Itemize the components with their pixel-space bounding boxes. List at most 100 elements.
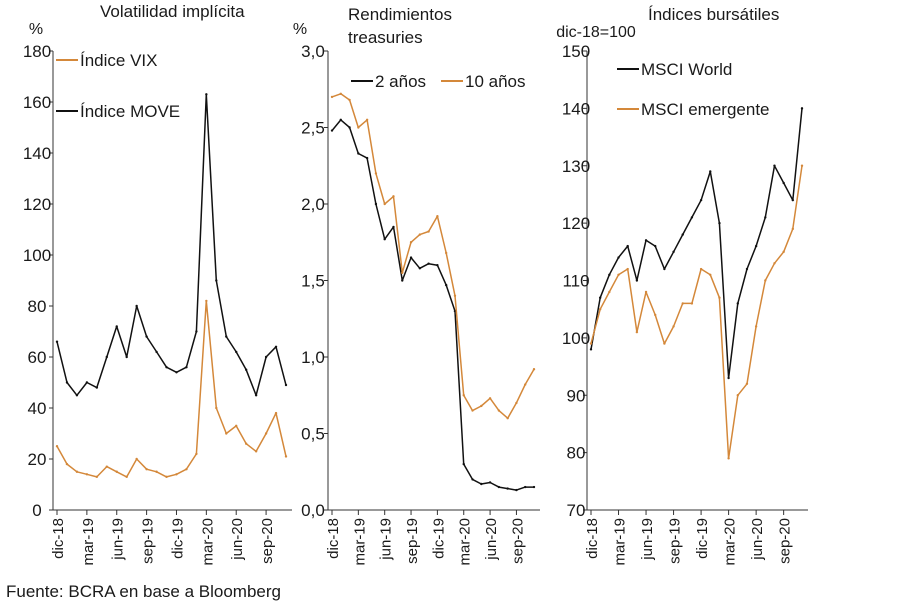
- data-point: [244, 442, 248, 445]
- data-point: [125, 475, 128, 479]
- data-point: [65, 381, 69, 384]
- series-line: [590, 165, 803, 460]
- data-point: [105, 465, 108, 468]
- data-point: [235, 424, 238, 428]
- data-point: [225, 432, 228, 435]
- legend-label: 2 años: [375, 72, 426, 91]
- data-point: [654, 313, 657, 317]
- y-tick-label: 150: [562, 42, 590, 61]
- data-point: [727, 376, 730, 380]
- x-tick-label: sep-20: [259, 518, 276, 564]
- data-point: [782, 250, 785, 254]
- legend-label: Índice MOVE: [80, 102, 180, 121]
- data-point: [524, 485, 527, 489]
- data-point: [617, 273, 620, 276]
- data-point: [690, 302, 694, 305]
- x-tick-label: sep-19: [667, 518, 684, 564]
- data-point: [791, 227, 795, 231]
- data-point: [427, 262, 430, 265]
- y-tick-label: 140: [562, 99, 590, 118]
- data-point: [635, 330, 639, 334]
- data-point: [145, 335, 148, 338]
- data-point: [401, 271, 404, 275]
- series-line: [56, 93, 287, 397]
- x-tick-label: sep-20: [777, 518, 794, 564]
- data-point: [782, 181, 785, 185]
- legend-label: 10 años: [465, 72, 526, 91]
- data-point: [515, 488, 518, 492]
- data-point: [773, 164, 776, 167]
- data-point: [357, 126, 360, 129]
- data-point: [135, 304, 138, 308]
- data-point: [155, 350, 158, 354]
- data-point: [681, 302, 684, 305]
- data-point: [339, 118, 342, 122]
- data-point: [635, 279, 639, 282]
- data-point: [284, 383, 288, 387]
- data-point: [264, 432, 268, 435]
- series-line: [56, 300, 287, 478]
- y-tick-label: 140: [23, 144, 51, 163]
- data-point: [488, 481, 492, 484]
- data-point: [524, 383, 527, 386]
- data-point: [365, 118, 369, 122]
- data-point: [264, 355, 268, 359]
- series-line: [590, 108, 803, 379]
- data-point: [115, 470, 118, 473]
- x-tick-label: dic-18: [50, 518, 67, 559]
- data-point: [392, 195, 395, 198]
- x-tick-label: mar-19: [80, 518, 97, 566]
- data-point: [75, 394, 79, 397]
- y-tick-label: 110: [562, 272, 589, 291]
- y-tick-label: 100: [562, 329, 590, 348]
- y-tick-label: 1,5: [301, 272, 325, 291]
- data-point: [85, 473, 89, 476]
- data-point: [401, 279, 404, 282]
- x-tick-label: sep-19: [404, 518, 421, 564]
- data-point: [348, 98, 351, 102]
- data-point: [165, 366, 168, 369]
- data-point: [418, 267, 422, 270]
- x-tick-label: dic-18: [584, 518, 601, 559]
- x-tick-label: mar-20: [457, 518, 474, 566]
- x-tick-label: dic-19: [169, 518, 186, 559]
- data-point: [225, 335, 228, 338]
- data-point: [709, 273, 712, 276]
- x-tick-label: mar-20: [199, 518, 216, 566]
- series-line: [331, 93, 535, 419]
- data-point: [654, 244, 657, 248]
- data-point: [348, 126, 351, 129]
- data-point: [745, 267, 749, 271]
- data-point: [418, 233, 422, 236]
- data-point: [205, 93, 208, 96]
- data-point: [608, 273, 611, 276]
- y-tick-label: 60: [28, 348, 47, 367]
- data-point: [462, 394, 465, 397]
- data-point: [644, 290, 648, 294]
- data-point: [444, 251, 448, 255]
- data-point: [135, 457, 138, 461]
- data-point: [589, 348, 593, 351]
- chart-title: Volatilidad implícita: [100, 2, 245, 21]
- series-line: [331, 119, 534, 491]
- y-tick-label: 0: [32, 501, 41, 520]
- x-tick-label: sep-19: [140, 518, 157, 564]
- data-point: [764, 279, 767, 282]
- data-point: [800, 164, 804, 167]
- data-point: [745, 382, 749, 385]
- data-point: [65, 462, 69, 466]
- data-point: [383, 202, 386, 206]
- data-point: [471, 478, 474, 481]
- data-point: [235, 350, 238, 354]
- y-tick-label: 80: [28, 297, 47, 316]
- data-point: [195, 330, 198, 333]
- data-point: [155, 470, 158, 473]
- y-tick-label: 160: [23, 93, 51, 112]
- data-point: [145, 468, 148, 471]
- data-point: [55, 340, 59, 343]
- chart-title: Índices bursátiles: [648, 5, 779, 24]
- data-point: [663, 267, 666, 271]
- data-point: [532, 485, 536, 489]
- data-point: [506, 417, 509, 420]
- data-point: [506, 487, 509, 490]
